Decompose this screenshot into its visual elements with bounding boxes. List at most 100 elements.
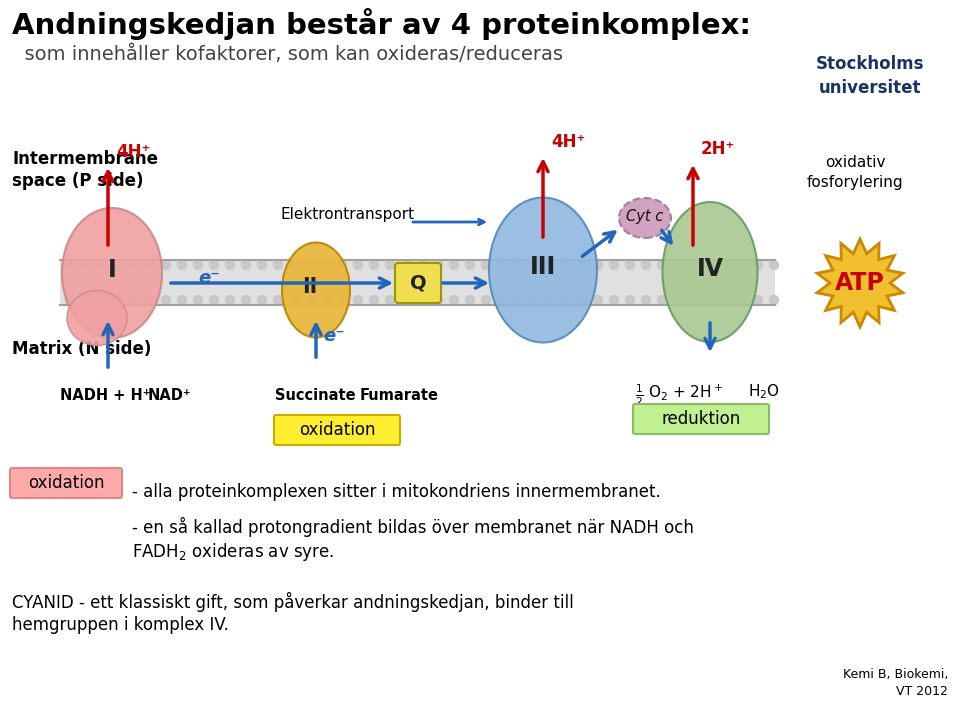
Circle shape	[65, 260, 75, 269]
Circle shape	[562, 260, 570, 269]
Circle shape	[754, 260, 762, 269]
Text: CYANID - ett klassiskt gift, som påverkar andningskedjan, binder till: CYANID - ett klassiskt gift, som påverka…	[12, 592, 574, 612]
Circle shape	[674, 296, 683, 304]
Ellipse shape	[282, 242, 350, 337]
Text: Succinate: Succinate	[275, 388, 355, 403]
Circle shape	[82, 260, 90, 269]
Circle shape	[466, 260, 474, 269]
Circle shape	[706, 296, 714, 304]
Circle shape	[641, 260, 651, 269]
Text: Matrix (N side): Matrix (N side)	[12, 340, 152, 358]
Circle shape	[274, 296, 282, 304]
Circle shape	[434, 260, 443, 269]
Circle shape	[130, 260, 138, 269]
Circle shape	[545, 296, 555, 304]
Circle shape	[401, 296, 411, 304]
Circle shape	[98, 296, 107, 304]
Text: e⁻: e⁻	[198, 269, 220, 287]
Circle shape	[290, 296, 299, 304]
Circle shape	[257, 296, 267, 304]
Ellipse shape	[619, 198, 671, 238]
Ellipse shape	[67, 291, 127, 345]
Circle shape	[257, 260, 267, 269]
Text: Fumarate: Fumarate	[360, 388, 439, 403]
Text: FADH$_2$ oxideras av syre.: FADH$_2$ oxideras av syre.	[132, 541, 334, 563]
Circle shape	[434, 296, 443, 304]
Circle shape	[770, 296, 779, 304]
Circle shape	[274, 260, 282, 269]
Text: 4H⁺: 4H⁺	[116, 143, 151, 161]
Circle shape	[305, 296, 315, 304]
Circle shape	[722, 260, 731, 269]
Circle shape	[689, 296, 699, 304]
Circle shape	[418, 260, 426, 269]
Circle shape	[194, 296, 203, 304]
Circle shape	[610, 296, 618, 304]
Circle shape	[178, 296, 186, 304]
Circle shape	[322, 260, 330, 269]
Text: Q: Q	[410, 274, 426, 293]
Text: oxidativ
fosforylering: oxidativ fosforylering	[806, 155, 903, 190]
Text: - alla proteinkomplexen sitter i mitokondriens innermembranet.: - alla proteinkomplexen sitter i mitokon…	[132, 483, 660, 501]
Text: Cyt c: Cyt c	[626, 209, 663, 225]
Ellipse shape	[489, 198, 597, 342]
Text: Intermembrane
space (P side): Intermembrane space (P side)	[12, 150, 158, 190]
Circle shape	[610, 260, 618, 269]
Circle shape	[514, 296, 522, 304]
Text: II: II	[302, 277, 318, 297]
Circle shape	[514, 260, 522, 269]
FancyBboxPatch shape	[395, 263, 441, 303]
Circle shape	[401, 260, 411, 269]
Circle shape	[353, 260, 363, 269]
Circle shape	[209, 296, 219, 304]
Circle shape	[113, 296, 123, 304]
Circle shape	[658, 260, 666, 269]
Circle shape	[353, 296, 363, 304]
Text: ATP: ATP	[835, 271, 885, 295]
Circle shape	[242, 296, 251, 304]
Text: som innehåller kofaktorer, som kan oxideras/reduceras: som innehåller kofaktorer, som kan oxide…	[12, 45, 563, 65]
Text: III: III	[530, 255, 556, 279]
Text: IV: IV	[697, 257, 724, 281]
Circle shape	[146, 296, 155, 304]
FancyBboxPatch shape	[633, 404, 769, 434]
Circle shape	[338, 260, 347, 269]
Circle shape	[146, 260, 155, 269]
Circle shape	[322, 296, 330, 304]
Circle shape	[497, 260, 507, 269]
Circle shape	[593, 296, 603, 304]
Circle shape	[641, 296, 651, 304]
Circle shape	[65, 296, 75, 304]
Circle shape	[770, 260, 779, 269]
FancyBboxPatch shape	[274, 415, 400, 445]
Text: Stockholms
universitet: Stockholms universitet	[816, 55, 924, 96]
Circle shape	[706, 260, 714, 269]
Circle shape	[386, 260, 395, 269]
Circle shape	[482, 296, 491, 304]
Circle shape	[737, 296, 747, 304]
Circle shape	[82, 296, 90, 304]
Text: oxidation: oxidation	[299, 421, 375, 439]
Text: hemgruppen i komplex IV.: hemgruppen i komplex IV.	[12, 616, 228, 634]
Circle shape	[593, 260, 603, 269]
Circle shape	[226, 296, 234, 304]
Text: NADH + H⁺: NADH + H⁺	[60, 388, 151, 403]
Text: NAD⁺: NAD⁺	[148, 388, 192, 403]
Ellipse shape	[62, 208, 162, 338]
Circle shape	[449, 296, 459, 304]
Circle shape	[418, 296, 426, 304]
Text: I: I	[108, 258, 116, 282]
Circle shape	[545, 260, 555, 269]
Circle shape	[370, 296, 378, 304]
Circle shape	[98, 260, 107, 269]
Circle shape	[754, 296, 762, 304]
Circle shape	[737, 260, 747, 269]
Ellipse shape	[662, 202, 757, 342]
Text: Andningskedjan består av 4 proteinkomplex:: Andningskedjan består av 4 proteinkomple…	[12, 8, 751, 40]
Circle shape	[449, 260, 459, 269]
Text: Elektrontransport: Elektrontransport	[280, 208, 414, 223]
Circle shape	[578, 260, 587, 269]
Circle shape	[161, 296, 171, 304]
Circle shape	[578, 296, 587, 304]
Circle shape	[386, 296, 395, 304]
